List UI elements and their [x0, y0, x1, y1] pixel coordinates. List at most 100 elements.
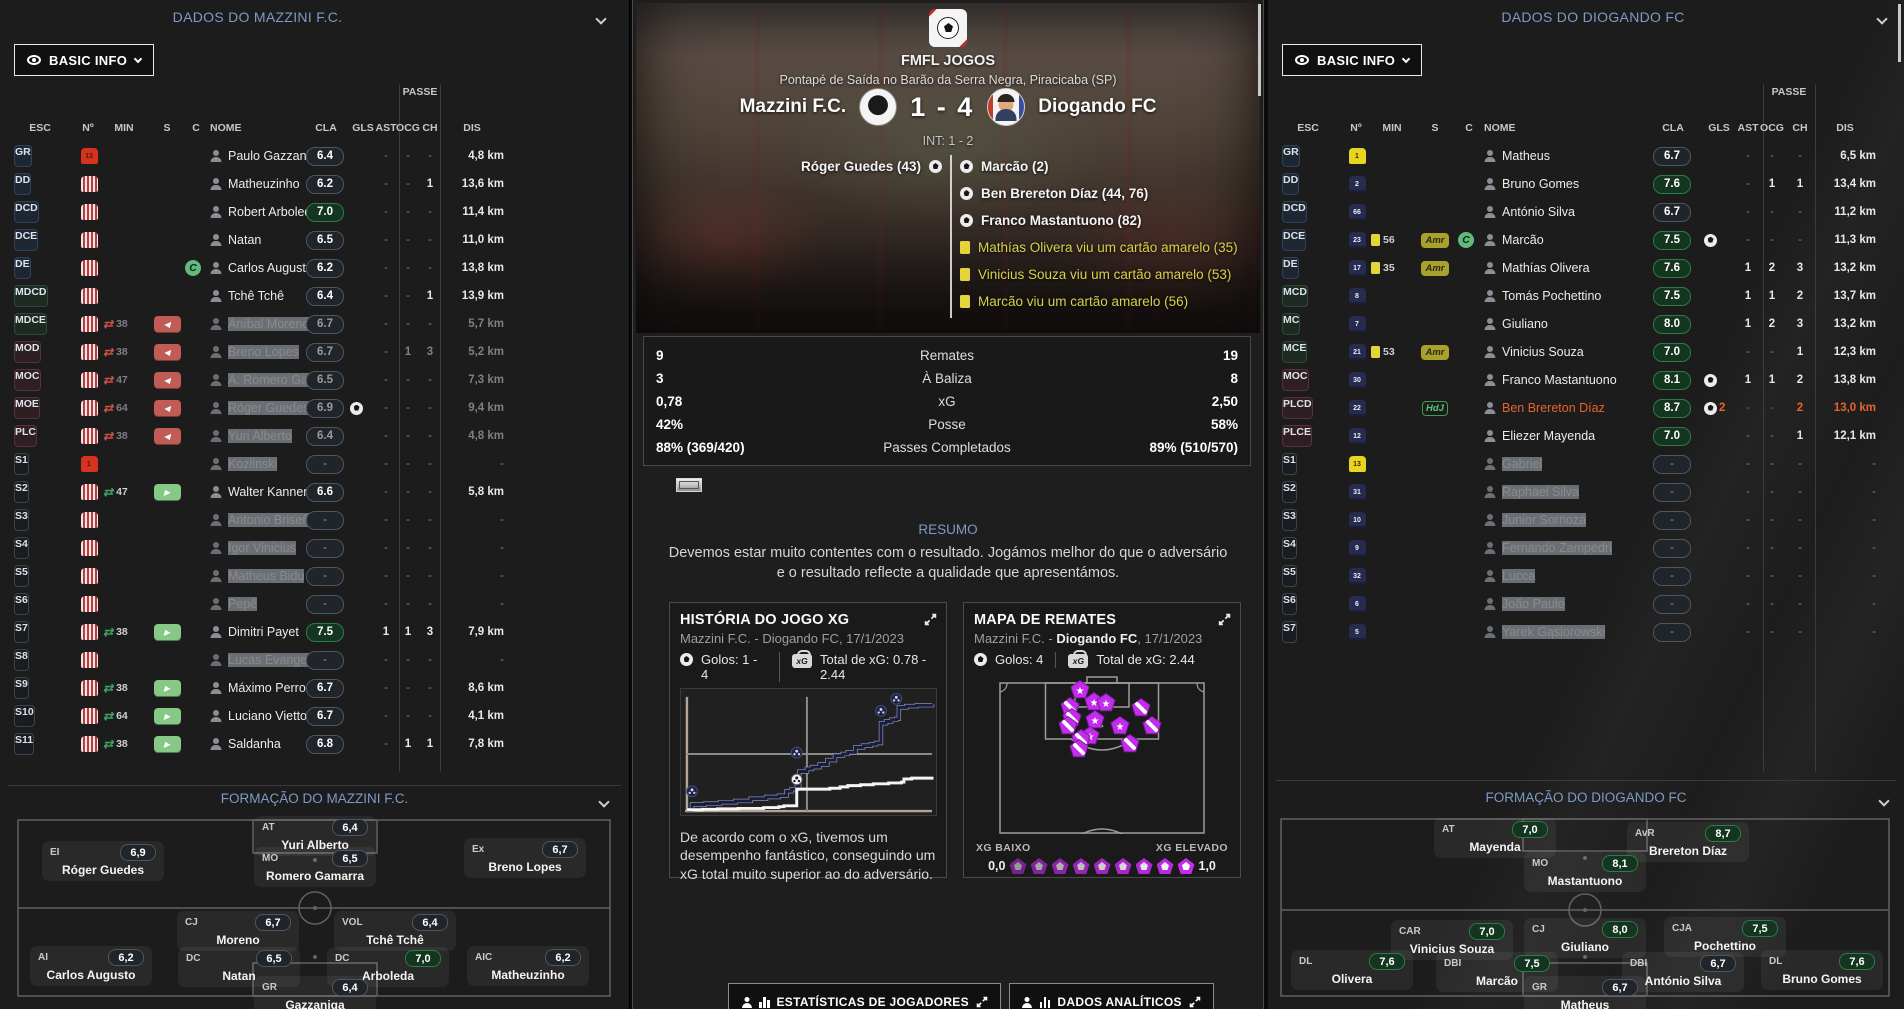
- formation-player-chip[interactable]: CJ 6,7 Moreno: [177, 911, 299, 951]
- formation-player-name: Arboleda: [361, 969, 414, 983]
- distance-value: 4,8 km: [468, 150, 504, 162]
- yellow-card-icon: [960, 295, 970, 308]
- formation-player-chip[interactable]: DL 7,6 Olivera: [1291, 950, 1413, 990]
- player-row[interactable]: S5 32 ⇄ ⇄ ◀ ▶ Amr HdJ C Lucca - - - - -: [1268, 562, 1904, 590]
- player-row[interactable]: S6 6 ⇄ ⇄ ◀ ▶ Amr HdJ C João Paulo - - - …: [1268, 590, 1904, 618]
- formation-player-chip[interactable]: DBI 7,5 Marcão: [1436, 952, 1558, 992]
- player-row[interactable]: S2 ⇄ ⇄ 47 ◀ ▶ Amr HdJ C Walter Kannemann…: [0, 478, 629, 506]
- scrollbar[interactable]: [1898, 4, 1901, 62]
- home-stat-value: 0,78: [656, 394, 683, 409]
- player-row[interactable]: DD 2 ⇄ ⇄ ◀ ▶ Amr HdJ C Bruno Gomes 7.6 -…: [1268, 170, 1904, 198]
- player-row[interactable]: S5 ⇄ ⇄ ◀ ▶ Amr HdJ C Matheus Bidu - - - …: [0, 562, 629, 590]
- bar-chart-icon: [759, 996, 770, 1008]
- basic-info-dropdown[interactable]: BASIC INFO: [14, 44, 155, 76]
- formation-player-chip[interactable]: AT 6,4 Yuri Alberto: [254, 816, 376, 856]
- formation-player-chip[interactable]: AI 6,2 Carlos Augusto: [30, 946, 152, 986]
- home-team-name[interactable]: Mazzini F.C.: [739, 96, 847, 117]
- player-row[interactable]: MOC ⇄ ⇄ 47 ◀ ▶ Amr HdJ C A. Romero Gamar…: [0, 366, 629, 394]
- distance-value: 11,4 km: [462, 206, 504, 218]
- player-row[interactable]: DCD 66 ⇄ ⇄ ◀ ▶ Amr HdJ C António Silva 6…: [1268, 198, 1904, 226]
- event-text: Marcão viu um cartão amarelo (56): [978, 294, 1189, 309]
- formation-player-chip[interactable]: GR 6,7 Matheus: [1524, 976, 1646, 1009]
- player-row[interactable]: MC 7 ⇄ ⇄ ◀ ▶ Amr HdJ C Giuliano 8.0 1 2 …: [1268, 310, 1904, 338]
- formation-player-name: Matheus: [1560, 998, 1610, 1009]
- player-name: Matheuzinho: [228, 177, 300, 191]
- formation-player-chip[interactable]: CJA 7,5 Pochettino: [1664, 917, 1786, 957]
- formation-player-chip[interactable]: AvR 8,7 Brereton Díaz: [1627, 822, 1749, 862]
- player-row[interactable]: MDCD ⇄ ⇄ ◀ ▶ Amr HdJ C Tchê Tchê 6.4 - -…: [0, 282, 629, 310]
- footer-button[interactable]: ESTATÍSTICAS DE JOGADORES: [728, 983, 1001, 1009]
- distance-value: 13,2 km: [1833, 318, 1876, 330]
- formation-player-chip[interactable]: MO 6,5 Romero Gamarra: [254, 847, 376, 887]
- formation-player-chip[interactable]: DL 7,6 Bruno Gomes: [1761, 950, 1883, 990]
- player-row[interactable]: PLCE 12 ⇄ ⇄ ◀ ▶ Amr HdJ C Eliezer Mayend…: [1268, 422, 1904, 450]
- player-row[interactable]: S6 ⇄ ⇄ ◀ ▶ Amr HdJ C Pepê - - - - -: [0, 590, 629, 618]
- scrollbar[interactable]: [1258, 4, 1261, 96]
- player-row[interactable]: MDCE ⇄ ⇄ 38 ◀ ▶ Amr HdJ C Aníbal Moreno …: [0, 310, 629, 338]
- formation-player-chip[interactable]: CJ 8,0 Giuliano: [1524, 918, 1646, 958]
- xg-chart: [680, 688, 937, 816]
- player-row[interactable]: DCE 23 ⇄ ⇄ 56 ◀ ▶ Amr HdJ C Marcão 7.5 -…: [1268, 226, 1904, 254]
- collapse-chevron-icon[interactable]: [598, 793, 610, 811]
- collapse-chevron-icon[interactable]: [1878, 792, 1890, 810]
- formation-player-chip[interactable]: DBI 6,7 António Silva: [1622, 952, 1744, 992]
- player-row[interactable]: DE 17 ⇄ ⇄ 35 ◀ ▶ Amr HdJ C Mathías Olive…: [1268, 254, 1904, 282]
- player-row[interactable]: DCE ⇄ ⇄ ◀ ▶ Amr HdJ C Natan 6.5 - - - 11…: [0, 226, 629, 254]
- player-row[interactable]: DCD ⇄ ⇄ ◀ ▶ Amr HdJ C Robert Arboleda 7.…: [0, 198, 629, 226]
- player-row[interactable]: DD ⇄ ⇄ ◀ ▶ Amr HdJ C Matheuzinho 6.2 - -…: [0, 170, 629, 198]
- player-row[interactable]: MCE 21 ⇄ ⇄ 53 ◀ ▶ Amr HdJ C Vinicius Sou…: [1268, 338, 1904, 366]
- xg-scale-pentagon: [1156, 858, 1174, 874]
- basic-info-dropdown[interactable]: BASIC INFO: [1282, 44, 1423, 76]
- player-row[interactable]: S7 5 ⇄ ⇄ ◀ ▶ Amr HdJ C Yarek Gąsiorowski…: [1268, 618, 1904, 646]
- player-row[interactable]: S11 ⇄ ⇄ 38 ◀ ▶ Amr HdJ C Saldanha 6.8 - …: [0, 730, 629, 758]
- player-row[interactable]: PLC ⇄ ⇄ 38 ◀ ▶ Amr HdJ C Yuri Alberto 6.…: [0, 422, 629, 450]
- player-row[interactable]: S2 31 ⇄ ⇄ ◀ ▶ Amr HdJ C Raphael Silva - …: [1268, 478, 1904, 506]
- player-row[interactable]: S1 13 ⇄ ⇄ ◀ ▶ Amr HdJ C Gabriel - - - - …: [1268, 450, 1904, 478]
- footer-button[interactable]: DADOS ANALÍTICOS: [1008, 983, 1214, 1009]
- formation-player-chip[interactable]: EI 6,9 Róger Guedes: [42, 841, 164, 881]
- goal-ball-icon: [929, 160, 942, 173]
- player-row[interactable]: S4 9 ⇄ ⇄ ◀ ▶ Amr HdJ C Fernando Zampedri…: [1268, 534, 1904, 562]
- collapse-chevron-icon[interactable]: [595, 10, 607, 28]
- half-time-score: INT: 1 - 2: [922, 134, 974, 148]
- player-head-icon: [1484, 542, 1495, 554]
- player-row[interactable]: MOE ⇄ ⇄ 64 ◀ ▶ Amr HdJ C Róger Guedes 6.…: [0, 394, 629, 422]
- player-row[interactable]: S3 ⇄ ⇄ ◀ ▶ Amr HdJ C Antonio Briseño - -…: [0, 506, 629, 534]
- sub-off-arrows-icon: ⇄: [103, 429, 114, 443]
- player-row[interactable]: PLCD 22 ⇄ ⇄ ◀ ▶ Amr HdJ C Ben Brereton D…: [1268, 394, 1904, 422]
- expand-icon[interactable]: [1218, 613, 1231, 631]
- expand-icon[interactable]: [924, 613, 937, 631]
- player-row[interactable]: S4 ⇄ ⇄ ◀ ▶ Amr HdJ C Igor Vinicius - - -…: [0, 534, 629, 562]
- formation-player-chip[interactable]: CAR 7,0 Vinicius Souza: [1391, 920, 1513, 960]
- player-row[interactable]: S1 1 ⇄ ⇄ ◀ ▶ Amr HdJ C Kozlinski - - - -…: [0, 450, 629, 478]
- formation-rating-badge: 7,6: [1369, 953, 1405, 970]
- formation-player-chip[interactable]: MO 8,1 Mastantuono: [1524, 852, 1646, 892]
- position-badge: S1: [14, 453, 29, 475]
- player-row[interactable]: S9 ⇄ ⇄ 38 ◀ ▶ Amr HdJ C Máximo Perrone 6…: [0, 674, 629, 702]
- center-tab[interactable]: [676, 478, 702, 492]
- player-row[interactable]: MOD ⇄ ⇄ 38 ◀ ▶ Amr HdJ C Breno Lopes 6.7…: [0, 338, 629, 366]
- formation-player-chip[interactable]: Ex 6,7 Breno Lopes: [464, 838, 586, 878]
- formation-player-chip[interactable]: GR 6,4 Gazzaniga: [254, 976, 376, 1009]
- collapse-chevron-icon[interactable]: [1876, 10, 1888, 28]
- panel-title: DADOS DO DIOGANDO FC: [1501, 9, 1685, 25]
- player-row[interactable]: S7 ⇄ ⇄ 38 ◀ ▶ Amr HdJ C Dimitri Payet 7.…: [0, 618, 629, 646]
- player-row[interactable]: DE ⇄ ⇄ ◀ ▶ Amr HdJ C Carlos Augusto 6.2 …: [0, 254, 629, 282]
- player-row[interactable]: MOC 30 ⇄ ⇄ ◀ ▶ Amr HdJ C Franco Mastantu…: [1268, 366, 1904, 394]
- player-row[interactable]: S8 ⇄ ⇄ ◀ ▶ Amr HdJ C Lucas Evangelista -…: [0, 646, 629, 674]
- formation-player-chip[interactable]: VOL 6,4 Tchê Tchê: [334, 911, 456, 951]
- event-minute: 38: [116, 346, 128, 358]
- position-badge: S4: [14, 537, 29, 559]
- formation-player-chip[interactable]: DC 6,5 Natan: [178, 947, 300, 987]
- distance-value: 11,3 km: [1834, 234, 1876, 246]
- rating-badge: 6.5: [306, 370, 344, 390]
- player-row[interactable]: S10 ⇄ ⇄ 64 ◀ ▶ Amr HdJ C Luciano Vietto …: [0, 702, 629, 730]
- rating-badge: 6.4: [306, 426, 344, 446]
- formation-player-chip[interactable]: AT 7,0 Mayenda: [1434, 818, 1556, 858]
- player-row[interactable]: MCD 8 ⇄ ⇄ ◀ ▶ Amr HdJ C Tomás Pochettino…: [1268, 282, 1904, 310]
- player-row[interactable]: S3 10 ⇄ ⇄ ◀ ▶ Amr HdJ C Junior Sornoza -…: [1268, 506, 1904, 534]
- player-row[interactable]: GR 13 ⇄ ⇄ ◀ ▶ Amr HdJ C Paulo Gazzaniga …: [0, 142, 629, 170]
- player-row[interactable]: GR 1 ⇄ ⇄ ◀ ▶ Amr HdJ C Matheus 6.7 - - -…: [1268, 142, 1904, 170]
- away-team-name[interactable]: Diogando FC: [1038, 96, 1157, 117]
- formation-player-chip[interactable]: AIC 6,2 Matheuzinho: [467, 946, 589, 986]
